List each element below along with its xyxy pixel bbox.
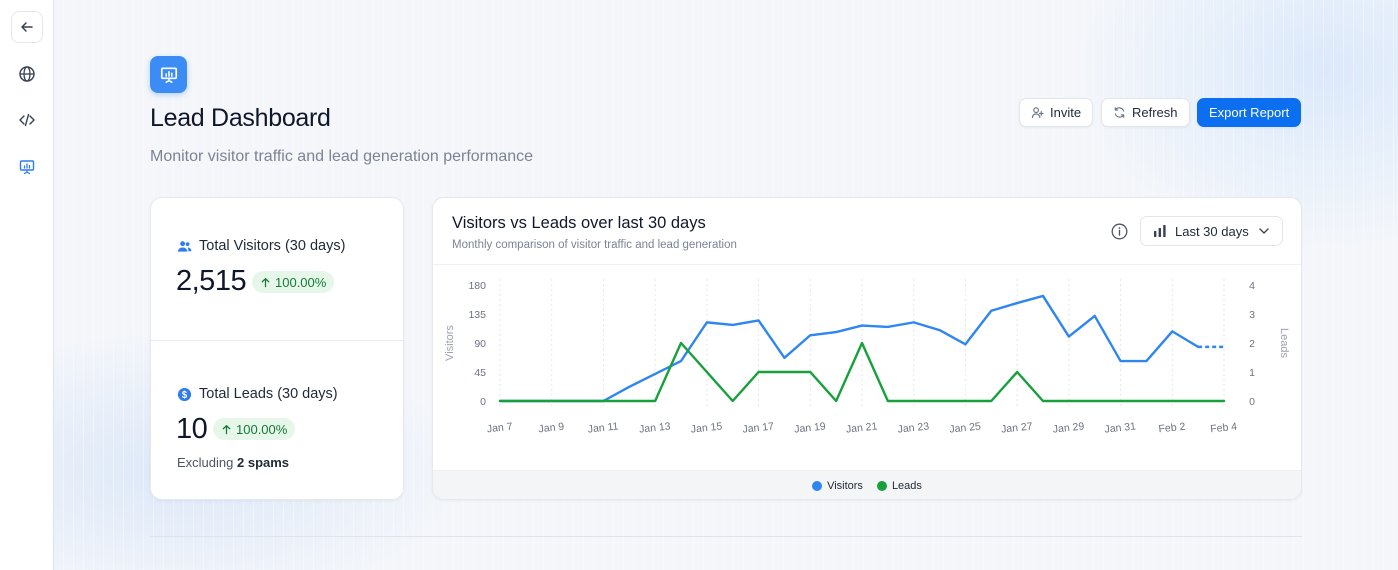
x-tick-label: Jan 21 — [845, 420, 878, 435]
x-tick-label: Jan 23 — [897, 420, 930, 435]
x-tick-label: Jan 27 — [1001, 420, 1034, 435]
spam-note-prefix: Excluding — [177, 455, 234, 470]
date-range-label: Last 30 days — [1175, 223, 1249, 239]
legend-swatch-leads — [876, 481, 887, 491]
x-tick-label: Jan 13 — [639, 420, 672, 435]
spam-count: 2 spams — [237, 455, 290, 470]
main-content: Lead Dashboard Monitor visitor traffic a… — [54, 0, 1398, 570]
visitors-change-text: 100.00% — [275, 274, 327, 290]
page-subtitle: Monitor visitor traffic and lead generat… — [150, 148, 534, 165]
globe-icon — [19, 66, 35, 82]
x-tick-label: Jan 17 — [742, 420, 775, 435]
leads-stat-label: $ Total Leads (30 days) — [177, 386, 338, 402]
x-tick-label: Jan 29 — [1052, 420, 1085, 435]
leads-label-text: Total Leads (30 days) — [199, 386, 338, 402]
side-rail — [0, 0, 54, 570]
series-line-visitors — [498, 294, 1200, 403]
spam-note: Excluding 2 spams — [177, 455, 289, 470]
bar-chart-icon — [1154, 225, 1166, 237]
users-icon — [177, 240, 192, 252]
y-left-tick-label: 135 — [468, 309, 486, 321]
stats-divider — [151, 340, 403, 341]
x-tick-label: Jan 15 — [690, 420, 723, 435]
back-button[interactable] — [11, 11, 43, 43]
date-range-select[interactable]: Last 30 days — [1140, 216, 1283, 246]
globe-nav-button[interactable] — [11, 58, 43, 90]
x-tick-label: Jan 19 — [794, 420, 827, 435]
y-left-tick-label: 180 — [468, 280, 486, 292]
svg-text:$: $ — [182, 390, 188, 401]
line-chart: Jan 7 Jan 9 Jan 11 Jan 13 Jan 15 Jan 17 Jan 19… — [444, 279, 1290, 436]
dashboard-nav-button[interactable] — [11, 151, 43, 183]
code-nav-button[interactable] — [11, 104, 43, 136]
presentation-chart-icon — [160, 67, 177, 83]
y-right-tick-label: 4 — [1249, 280, 1255, 292]
x-tick-label: Jan 25 — [949, 420, 982, 435]
refresh-icon — [1114, 107, 1125, 118]
x-tick-label: Feb 4 — [1210, 421, 1238, 436]
invite-button[interactable]: Invite — [1019, 98, 1094, 127]
leads-change-badge: 100.00% — [213, 418, 296, 440]
y-left-axis-label: Visitors — [444, 325, 456, 361]
chart-subtitle: Monthly comparison of visitor traffic an… — [452, 239, 737, 251]
chart-title: Visitors vs Leads over last 30 days — [452, 214, 706, 232]
app-logo — [150, 56, 187, 93]
refresh-button[interactable]: Refresh — [1101, 98, 1190, 127]
bottom-divider — [150, 536, 1302, 537]
x-tick-label: Jan 11 — [587, 420, 619, 435]
page-title: Lead Dashboard — [150, 104, 331, 132]
legend-label-visitors: Visitors — [827, 480, 863, 492]
info-icon[interactable] — [1111, 223, 1128, 240]
y-left-tick-label: 0 — [480, 396, 486, 408]
y-right-tick-label: 2 — [1249, 338, 1255, 350]
x-tick-label: Jan 9 — [538, 421, 565, 436]
leads-change-text: 100.00% — [236, 421, 288, 437]
legend-item-leads[interactable]: Leads — [876, 480, 922, 492]
presentation-chart-icon — [19, 160, 35, 175]
export-report-button[interactable]: Export Report — [1197, 98, 1302, 127]
leads-value: 10 — [176, 413, 208, 445]
arrow-up-icon — [222, 424, 231, 434]
visitors-label-text: Total Visitors (30 days) — [199, 238, 346, 254]
legend-label-leads: Leads — [891, 480, 922, 492]
y-right-axis-label: Leads — [1278, 328, 1290, 358]
chart-legend: Visitors Leads — [433, 470, 1301, 499]
code-icon — [19, 113, 35, 127]
stats-card: Total Visitors (30 days) 2,515 100.00% $… — [150, 197, 404, 500]
legend-item-visitors[interactable]: Visitors — [812, 480, 863, 492]
visitors-value: 2,515 — [176, 265, 247, 297]
refresh-label: Refresh — [1132, 105, 1178, 120]
series-line-leads — [498, 341, 1226, 403]
add-user-icon — [1031, 107, 1044, 119]
invite-label: Invite — [1050, 105, 1082, 120]
dollar-icon: $ — [177, 387, 192, 401]
back-arrow-icon — [21, 22, 33, 32]
y-right-tick-label: 1 — [1249, 367, 1255, 379]
y-left-tick-label: 45 — [474, 367, 486, 379]
y-right-tick-label: 0 — [1249, 396, 1255, 408]
chevron-down-icon — [1259, 228, 1269, 234]
visitors-change-badge: 100.00% — [252, 271, 335, 293]
x-tick-label: Feb 2 — [1158, 421, 1186, 436]
chart-header-divider — [433, 264, 1301, 265]
chart-card: Visitors vs Leads over last 30 days Mont… — [432, 197, 1302, 500]
visitors-stat-label: Total Visitors (30 days) — [177, 238, 345, 254]
y-left-tick-label: 90 — [474, 338, 486, 350]
x-tick-label: Jan 31 — [1104, 420, 1137, 435]
arrow-up-icon — [261, 277, 270, 287]
y-right-tick-label: 3 — [1249, 309, 1255, 321]
x-tick-label: Jan 7 — [486, 421, 513, 436]
legend-swatch-visitors — [812, 481, 823, 491]
